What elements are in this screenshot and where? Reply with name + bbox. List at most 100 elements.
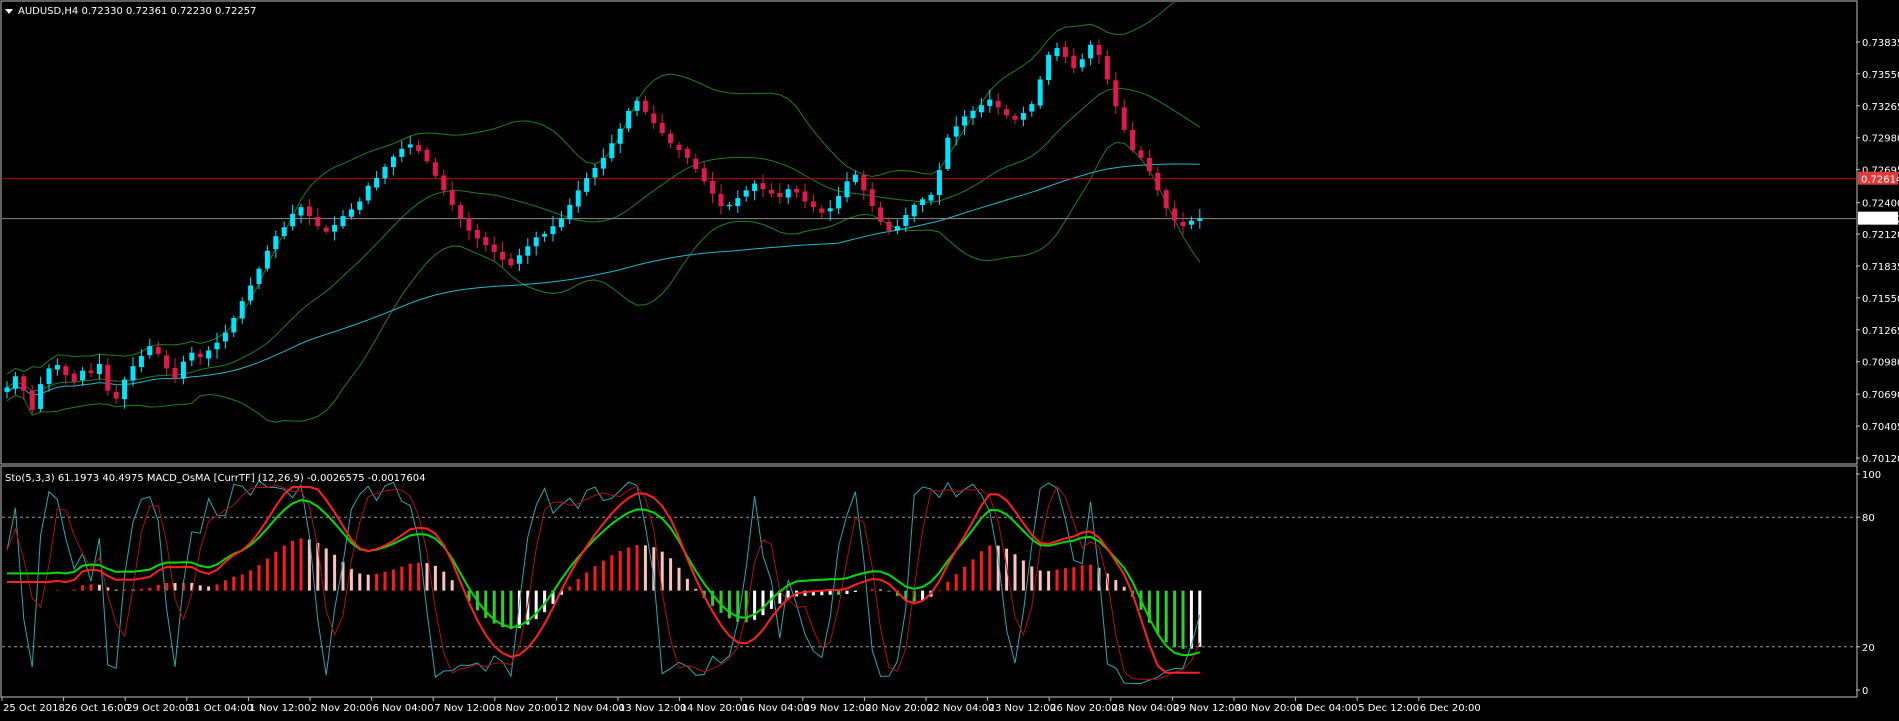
candle[interactable] (1197, 208, 1203, 229)
candle[interactable] (54, 358, 60, 376)
candle[interactable] (978, 98, 984, 118)
candle[interactable] (609, 134, 615, 162)
candle[interactable] (693, 153, 699, 174)
candle[interactable] (558, 210, 564, 231)
candle[interactable] (659, 113, 665, 137)
candle[interactable] (1146, 150, 1152, 177)
candle[interactable] (819, 205, 825, 218)
candle[interactable] (483, 231, 489, 252)
candle[interactable] (441, 169, 447, 196)
candle[interactable] (600, 148, 606, 176)
candle[interactable] (642, 95, 648, 115)
candle[interactable] (1020, 106, 1026, 127)
candle[interactable] (256, 266, 262, 290)
candle[interactable] (290, 204, 296, 231)
candle[interactable] (407, 136, 413, 155)
candle[interactable] (1188, 216, 1194, 230)
candle[interactable] (416, 140, 422, 154)
candle[interactable] (1037, 76, 1043, 109)
candle[interactable] (987, 89, 993, 113)
candle[interactable] (936, 162, 942, 205)
candle[interactable] (122, 376, 128, 409)
candle[interactable] (130, 356, 136, 387)
candle[interactable] (1104, 49, 1110, 85)
candle[interactable] (365, 182, 371, 205)
candle[interactable] (164, 349, 170, 376)
candle[interactable] (886, 217, 892, 235)
candle[interactable] (29, 385, 35, 415)
candle[interactable] (172, 358, 178, 384)
candle[interactable] (155, 341, 161, 357)
candle[interactable] (1155, 166, 1161, 197)
candle[interactable] (222, 324, 228, 349)
candle[interactable] (584, 172, 590, 196)
candle[interactable] (306, 199, 312, 226)
candle[interactable] (197, 349, 203, 366)
indicator-panel[interactable] (2, 479, 1856, 684)
candle[interactable] (382, 163, 388, 185)
price-plot[interactable] (2, 0, 1856, 423)
candle[interactable] (970, 106, 976, 126)
candle[interactable] (911, 202, 917, 223)
candle[interactable] (424, 146, 430, 164)
candle[interactable] (928, 191, 934, 206)
candle[interactable] (399, 140, 405, 162)
candle[interactable] (390, 154, 396, 176)
candle[interactable] (592, 163, 598, 186)
candle[interactable] (726, 201, 732, 211)
candle[interactable] (357, 197, 363, 215)
triangle-down-icon[interactable] (5, 9, 13, 14)
candle[interactable] (273, 230, 279, 259)
candle[interactable] (231, 315, 237, 338)
candle[interactable] (12, 372, 18, 395)
candle[interactable] (1172, 200, 1178, 229)
candle[interactable] (340, 209, 346, 229)
candle[interactable] (861, 170, 867, 201)
candle[interactable] (38, 376, 44, 412)
candle[interactable] (852, 170, 858, 185)
candle[interactable] (1130, 121, 1136, 153)
candle[interactable] (836, 186, 842, 215)
candle[interactable] (785, 184, 791, 205)
candle[interactable] (348, 203, 354, 220)
candle[interactable] (374, 170, 380, 191)
candle[interactable] (920, 197, 926, 213)
candle[interactable] (684, 146, 690, 165)
candle[interactable] (735, 190, 741, 213)
candle[interactable] (827, 200, 833, 221)
candle[interactable] (844, 172, 850, 203)
candle[interactable] (743, 185, 749, 202)
candle[interactable] (945, 134, 951, 172)
candle[interactable] (869, 182, 875, 213)
candle[interactable] (138, 349, 144, 373)
candle[interactable] (214, 332, 220, 359)
candle[interactable] (542, 231, 548, 242)
candle[interactable] (96, 353, 102, 380)
candle[interactable] (1004, 104, 1010, 119)
candle[interactable] (768, 183, 774, 197)
candle[interactable] (525, 238, 531, 265)
candle[interactable] (567, 198, 573, 225)
candle[interactable] (760, 174, 766, 197)
candle[interactable] (80, 366, 86, 386)
candle[interactable] (668, 129, 674, 149)
candle[interactable] (1071, 48, 1077, 74)
candle[interactable] (113, 383, 119, 404)
candle[interactable] (1079, 53, 1085, 72)
candle[interactable] (1088, 40, 1094, 66)
candle[interactable] (21, 373, 27, 400)
candle[interactable] (1180, 212, 1186, 235)
candle[interactable] (180, 355, 186, 385)
candle[interactable] (147, 338, 153, 359)
candle[interactable] (281, 221, 287, 240)
candle[interactable] (500, 241, 506, 267)
candle[interactable] (88, 362, 94, 378)
candle[interactable] (516, 248, 522, 272)
candle[interactable] (651, 105, 657, 129)
candle[interactable] (466, 211, 472, 240)
candle[interactable] (533, 231, 539, 256)
candle[interactable] (458, 201, 464, 228)
candle[interactable] (617, 123, 623, 154)
candle[interactable] (491, 236, 497, 262)
